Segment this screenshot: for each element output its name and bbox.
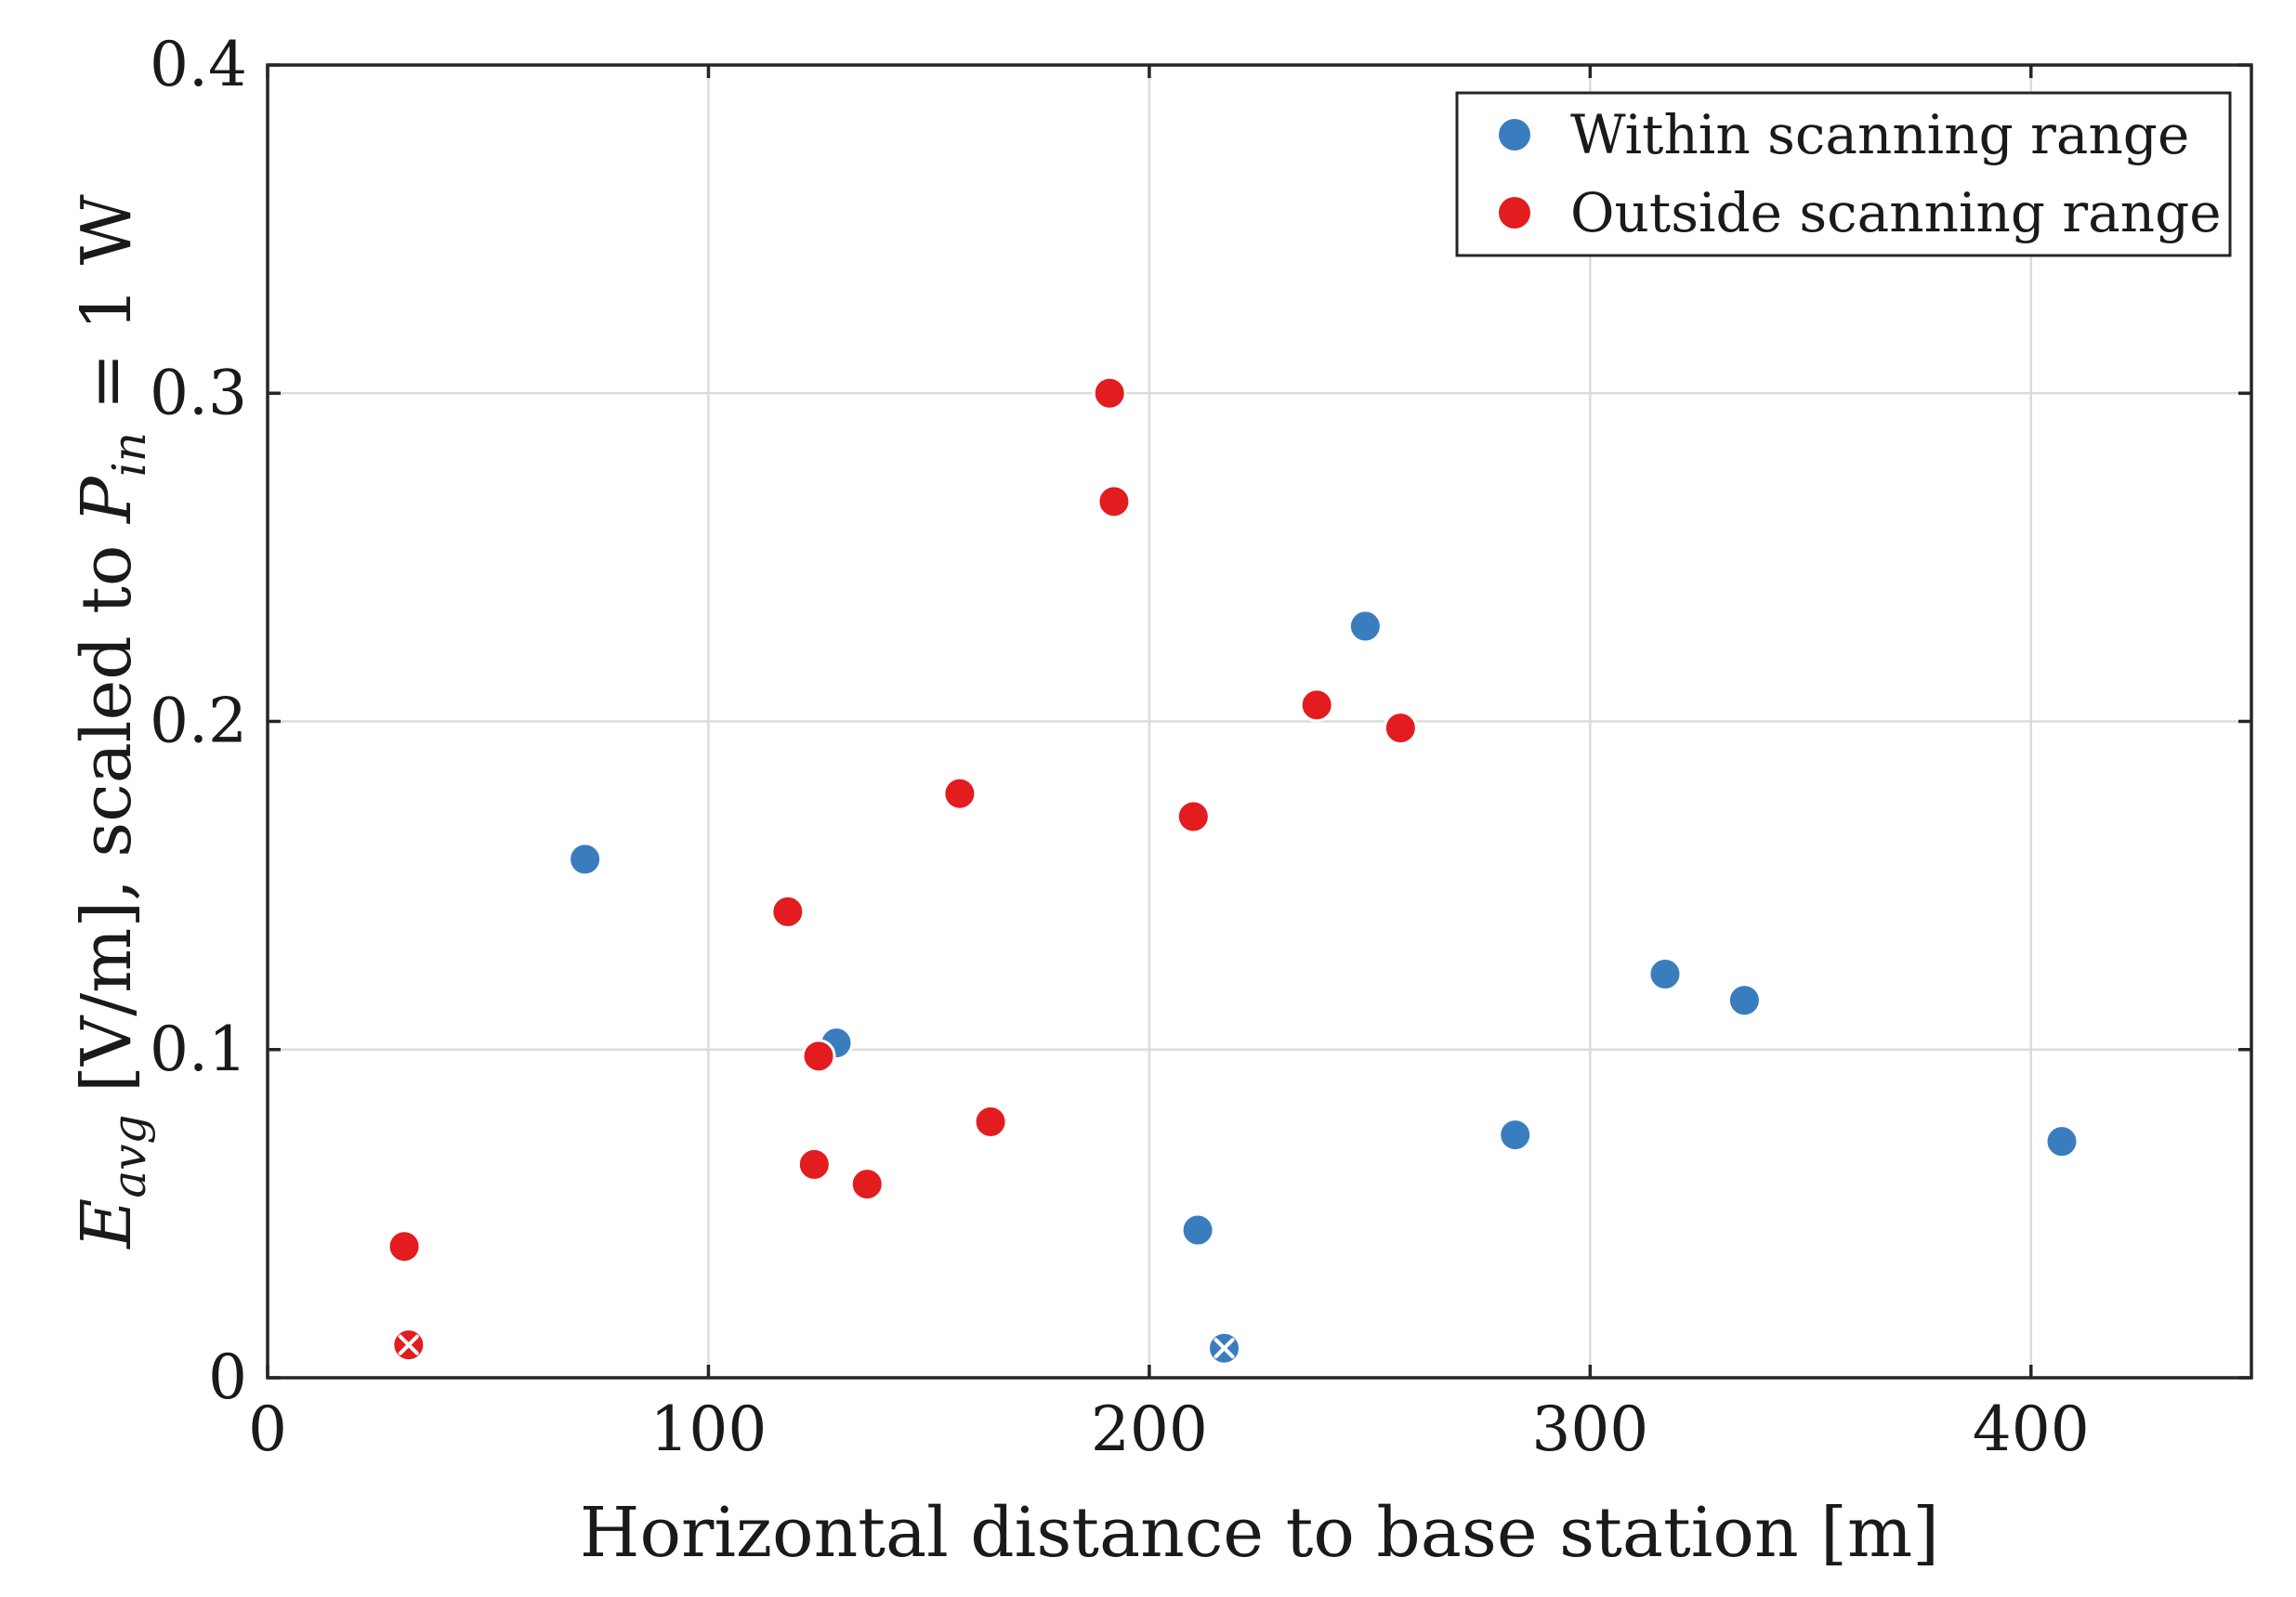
point-outside-range [770, 894, 806, 929]
point-outside-range [1092, 375, 1127, 411]
y-axis-label: Eavg [V/m], scaled to Pin = 1 W [67, 194, 156, 1250]
y-tick-label: 0 [208, 1342, 247, 1413]
point-outside-range [387, 1229, 422, 1264]
point-within-range [1647, 957, 1683, 992]
x-tick-label: 100 [649, 1394, 767, 1465]
legend-box [1455, 91, 2232, 257]
point-outside-range [1299, 687, 1334, 723]
x-tick-label: 200 [1091, 1394, 1208, 1465]
axis-ticks: 0 100 200 300 400 0 0.1 0.2 0.3 0.4 [150, 29, 2251, 1465]
point-outside-range [942, 776, 977, 811]
point-within-range [1726, 983, 1762, 1018]
x-tick-label: 300 [1531, 1394, 1648, 1465]
point-outside-range [1383, 711, 1418, 746]
point-outside-range [849, 1167, 885, 1202]
point-cross-marker [1214, 1338, 1235, 1359]
point-outside-range [973, 1104, 1008, 1139]
y-axis-label-variable: P [67, 476, 147, 525]
y-axis-label-prefix: E [67, 1198, 147, 1250]
x-tick-label: 0 [248, 1394, 287, 1465]
legend-marker-outside [1499, 197, 1530, 229]
x-tick-label: 400 [1973, 1394, 2090, 1465]
x-axis-label: Horizontal distance to base station [m] [580, 1493, 1939, 1573]
point-within-range [568, 842, 603, 877]
point-within-range [1498, 1118, 1533, 1153]
legend-marker-within [1499, 119, 1530, 151]
point-within-range [1180, 1212, 1215, 1248]
legend-label-within: Within scanning range [1570, 103, 2189, 166]
y-tick-label: 0.3 [150, 357, 247, 428]
y-axis-label-suffix: = 1 W [67, 194, 147, 432]
point-cross-marker [398, 1334, 419, 1355]
legend-label-outside: Outside scanning range [1570, 181, 2222, 244]
point-outside-range [796, 1146, 832, 1182]
y-axis-label-middle: [V/m], scaled to [67, 523, 147, 1115]
y-axis-label-variable-subscript: in [102, 432, 156, 477]
point-outside-range [1096, 484, 1132, 519]
y-tick-label: 0.2 [150, 686, 247, 757]
grid-lines [268, 65, 2251, 1378]
point-outside-range [801, 1039, 836, 1074]
point-within-range [1347, 609, 1383, 644]
point-outside-range [1175, 799, 1211, 834]
y-tick-label: 0.1 [150, 1014, 247, 1085]
y-tick-label: 0.4 [150, 29, 247, 100]
point-within-range [2044, 1124, 2080, 1159]
data-points [387, 375, 2080, 1366]
legend: Within scanning range Outside scanning r… [1455, 91, 2232, 257]
y-axis-label-prefix-subscript: avg [102, 1115, 156, 1198]
